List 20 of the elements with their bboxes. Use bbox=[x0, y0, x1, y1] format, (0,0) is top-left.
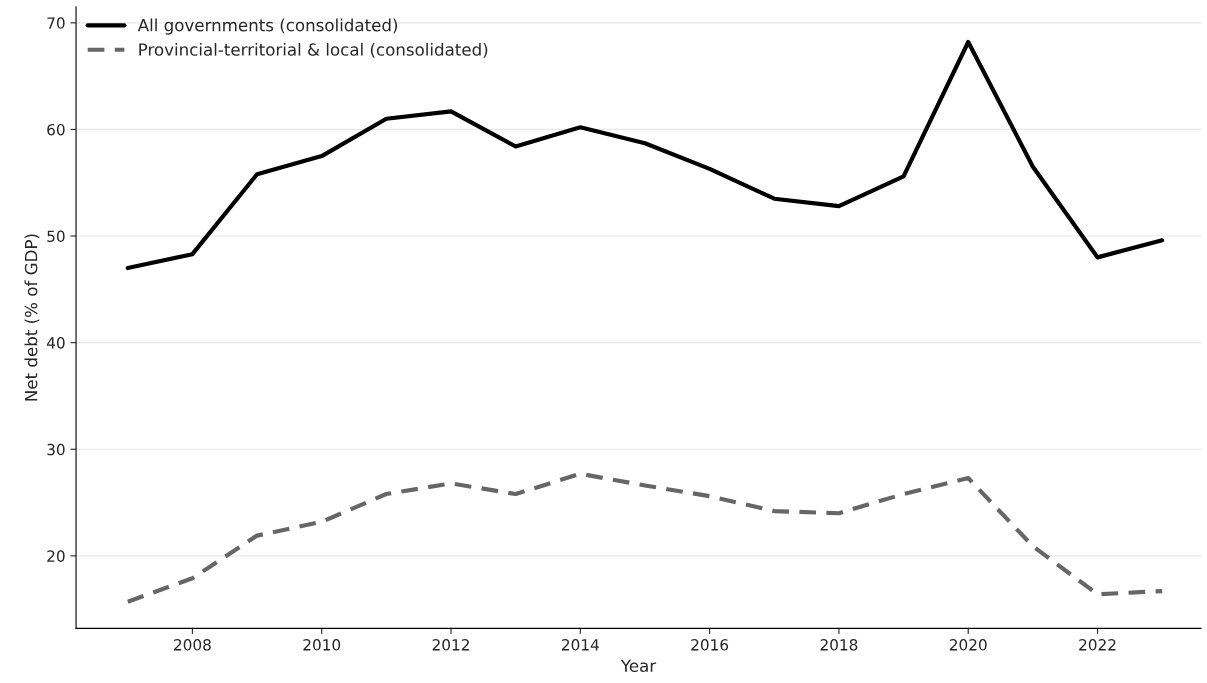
y-axis-title: Net debt (% of GDP) bbox=[24, 234, 40, 401]
y-tick-label: 30 bbox=[47, 443, 65, 456]
y-tick-label: 70 bbox=[47, 17, 65, 29]
y-tick-label: 50 bbox=[47, 230, 65, 243]
legend-label: Provincial-territorial & local (consolidated) bbox=[139, 42, 488, 58]
legend-label: All governments (consolidated) bbox=[137, 18, 398, 35]
line-series bbox=[125, 471, 1165, 604]
x-tick-label: 2018 bbox=[820, 639, 858, 651]
x-tick-label: 2016 bbox=[691, 639, 729, 651]
y-tick-label: 20 bbox=[47, 550, 65, 562]
x-tick-label: 2008 bbox=[174, 639, 211, 651]
x-axis-title: Year bbox=[620, 659, 657, 673]
x-tick-label: 2010 bbox=[303, 639, 341, 651]
x-tick-label: 2022 bbox=[1079, 639, 1116, 651]
x-tick-label: 2012 bbox=[432, 639, 469, 651]
x-tick-label: 2020 bbox=[949, 639, 987, 651]
x-tick-label: 2014 bbox=[562, 639, 599, 651]
y-tick-label: 60 bbox=[47, 123, 65, 136]
y-tick-label: 40 bbox=[46, 337, 65, 349]
line-series bbox=[125, 39, 1165, 271]
